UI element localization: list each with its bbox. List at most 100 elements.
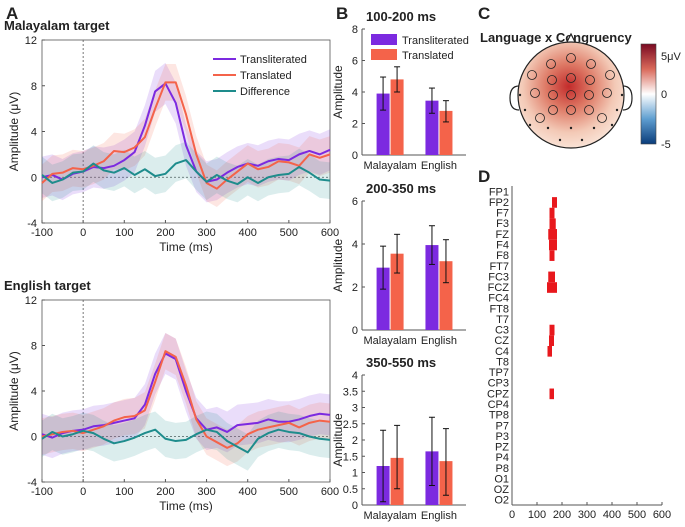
electrode-significant [530, 88, 540, 98]
ci-band-translated [42, 332, 330, 467]
category-label: Malayalam [363, 160, 416, 172]
chart-title: 100-200 ms [366, 9, 436, 24]
head-right-ear [622, 85, 633, 111]
electrode-significant [546, 59, 556, 69]
series-line-difference [41, 428, 331, 454]
significance-segment [549, 250, 555, 261]
significance-segment [548, 229, 557, 240]
channel-label: OZ [494, 484, 510, 496]
electrode-markers [518, 53, 624, 142]
bar-transliterated [425, 100, 439, 155]
x-tick-label: -100 [31, 486, 53, 498]
significance-segment [549, 239, 557, 251]
electrode [615, 108, 619, 112]
topomap-language-x-congruency: Language x Congruency 5μV 0 -5 [480, 30, 681, 151]
x-tick-label: 600 [321, 486, 339, 498]
colorbar-min-label: -5 [661, 139, 671, 151]
y-tick-label: 4 [31, 127, 37, 139]
significance-segment [549, 324, 555, 336]
y-tick-label: 0 [31, 432, 37, 444]
legend-label: Transliterated [240, 54, 307, 66]
bar-chart-200-350: 0 2 4 6 Amplitude 200-350 ms Malayalam English [331, 181, 466, 347]
x-tick-label: -100 [31, 227, 53, 239]
significance-segment [547, 346, 552, 357]
y-tick-label: 3.5 [343, 386, 358, 398]
y-tick-label: 2 [352, 435, 358, 447]
electrode [610, 123, 614, 127]
x-tick-label: 200 [156, 486, 174, 498]
y-axis-label: Amplitude (μV) [7, 92, 21, 172]
channel-label: T8 [496, 356, 509, 368]
x-tick-label: 300 [578, 509, 596, 521]
channel-label: CZ [494, 335, 509, 347]
electrode-significant [548, 105, 558, 115]
panel-label-d: D [478, 167, 490, 186]
bar-transliterated [425, 245, 439, 330]
electrode-significant [547, 75, 557, 85]
y-axis-label: Amplitude [331, 239, 345, 293]
topomap-title: Language x Congruency [480, 30, 632, 45]
x-tick-label: 600 [653, 509, 671, 521]
y-axis-label: Amplitude (μV) [7, 351, 21, 431]
electrode-significant [585, 75, 595, 85]
x-tick-label: 200 [156, 227, 174, 239]
chart-title: Malayalam target [4, 18, 110, 33]
significance-segment [548, 271, 555, 283]
channel-label: C3 [495, 325, 509, 337]
x-tick-label: 500 [628, 509, 646, 521]
legend-label: Translated [402, 50, 454, 62]
category-label: Malayalam [363, 335, 416, 347]
electrode [558, 138, 562, 142]
chart-title: English target [4, 278, 91, 293]
topomap-head [517, 41, 625, 149]
x-tick-label: 600 [321, 227, 339, 239]
electrode [592, 126, 596, 130]
channel-label: PZ [495, 442, 509, 454]
y-tick-label: 8 [352, 24, 358, 36]
bar-translated [390, 79, 404, 155]
electrode-significant [602, 88, 612, 98]
y-axis-label: Amplitude [331, 413, 345, 467]
channel-label: FP1 [489, 186, 509, 198]
y-tick-label: -4 [27, 218, 37, 230]
y-tick-label: 0 [352, 500, 358, 512]
channel-label: FC3 [488, 271, 509, 283]
y-tick-label: 4 [352, 239, 358, 251]
bar-chart-350-550: 0 0.5 1 1.5 2 2.5 3 3.5 4 Amplitude 350-550 ms Mala… [331, 355, 466, 522]
legend-label: Transliterated [402, 35, 469, 47]
x-tick-label: 400 [239, 486, 257, 498]
panel-label-a: A [6, 4, 18, 23]
electrode [528, 123, 532, 127]
channel-label: C4 [495, 346, 509, 358]
electrode-significant [605, 70, 615, 80]
series-line-translated [41, 350, 331, 449]
y-tick-label: 2 [352, 119, 358, 131]
y-tick-label: 8 [31, 81, 37, 93]
channel-label: O2 [494, 495, 509, 507]
ci-band-transliterated [42, 332, 330, 459]
channel-label: P4 [496, 452, 509, 464]
channel-label: T7 [496, 314, 509, 326]
significance-segment [549, 218, 556, 230]
ci-band-difference [42, 411, 330, 471]
channel-label: F3 [496, 218, 509, 230]
x-tick-label: 300 [197, 227, 215, 239]
channel-label: FZ [496, 229, 510, 241]
series-line-transliterated [41, 82, 331, 183]
significance-segment [547, 282, 557, 293]
series-line-difference [41, 159, 331, 186]
y-tick-label: 4 [352, 370, 358, 382]
significance-raster: FP1FP2F7F3FZF4F8FT7FC3FCZFC4FT8T7C3CZC4T… [487, 186, 671, 521]
series-line-transliterated [41, 352, 331, 439]
channel-label: FP2 [489, 197, 509, 209]
channel-label: CP3 [488, 378, 509, 390]
y-tick-label: 1.5 [343, 451, 358, 463]
significance-segment [552, 197, 557, 208]
bar-transliterated [376, 267, 390, 330]
y-tick-label: 6 [352, 196, 358, 208]
ci-band-difference [42, 141, 330, 203]
panel-label-c: C [478, 4, 490, 23]
y-tick-label: 8 [31, 341, 37, 353]
electrode [546, 126, 550, 130]
channel-label: F7 [496, 208, 509, 220]
